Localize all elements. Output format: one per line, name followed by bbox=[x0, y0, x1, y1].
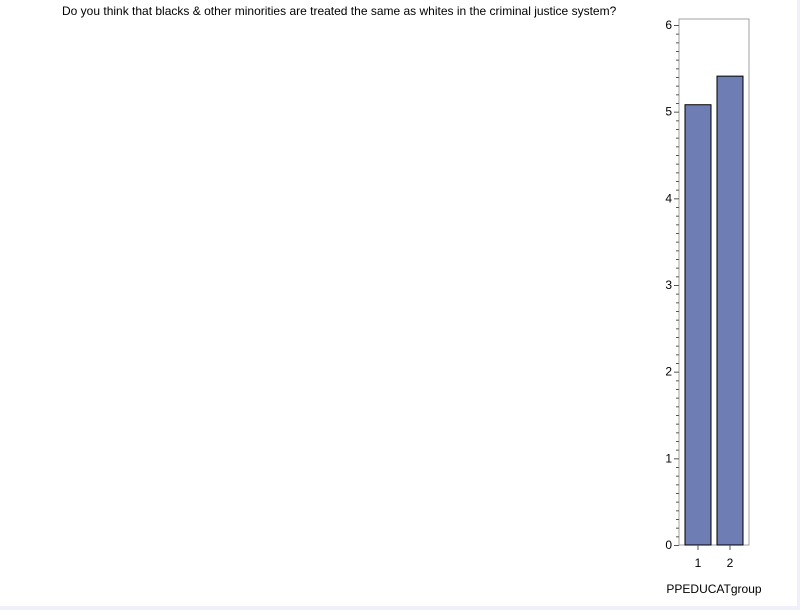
y-tick-label: 2 bbox=[665, 365, 672, 379]
y-tick-label: 5 bbox=[665, 105, 672, 119]
y-tick-label: 4 bbox=[665, 191, 672, 205]
y-tick-label: 6 bbox=[665, 18, 672, 32]
y-tick-label: 1 bbox=[665, 451, 672, 465]
bar-2 bbox=[716, 75, 744, 546]
y-tick-label: 3 bbox=[665, 278, 672, 292]
x-tick-label: 1 bbox=[695, 556, 702, 570]
x-tick-label: 2 bbox=[727, 556, 734, 570]
chart-title: Do you think that blacks & other minorit… bbox=[62, 4, 617, 18]
x-axis-label: PPEDUCATgroup bbox=[666, 582, 761, 596]
bar-1 bbox=[684, 104, 712, 546]
y-tick-label: 0 bbox=[665, 538, 672, 552]
